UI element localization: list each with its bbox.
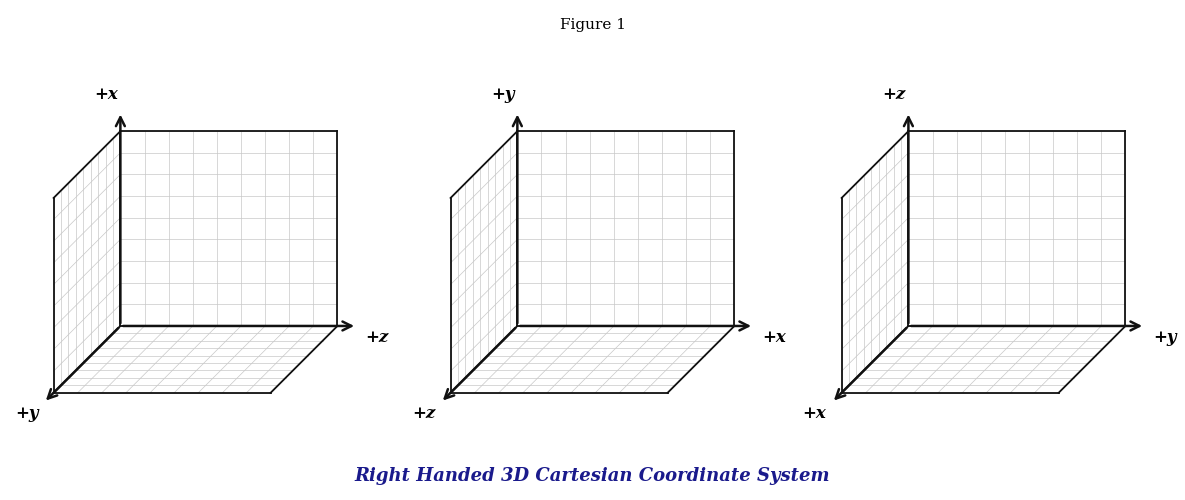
Text: +y: +y	[491, 86, 514, 104]
Text: +x: +x	[94, 86, 117, 104]
Text: +z: +z	[365, 328, 389, 345]
Text: +z: +z	[883, 86, 905, 104]
Text: Figure 1: Figure 1	[559, 18, 626, 32]
Text: +z: +z	[412, 406, 435, 422]
Text: +x: +x	[762, 328, 786, 345]
Text: +x: +x	[802, 406, 826, 422]
Text: +y: +y	[1153, 328, 1177, 345]
Text: +y: +y	[14, 406, 38, 422]
Text: Right Handed 3D Cartesian Coordinate System: Right Handed 3D Cartesian Coordinate Sys…	[354, 467, 831, 485]
